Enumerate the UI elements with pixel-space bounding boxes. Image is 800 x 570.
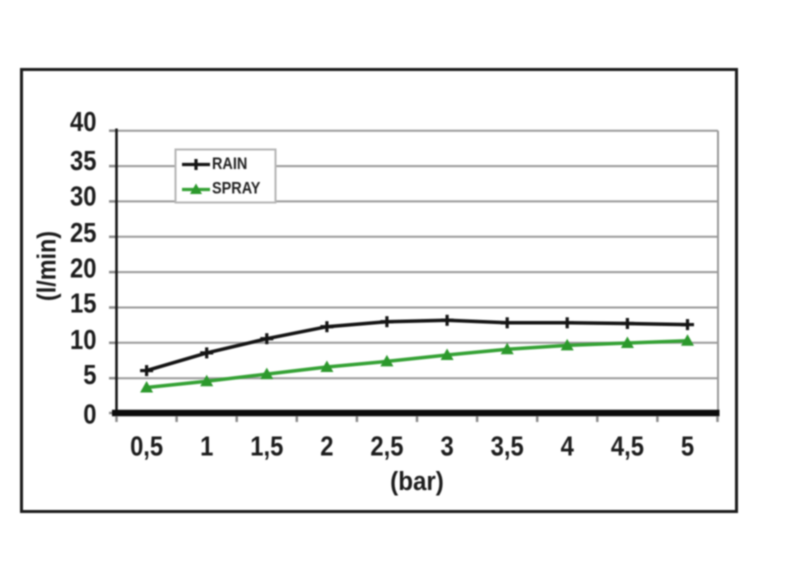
- svg-text:2: 2: [320, 430, 333, 462]
- svg-text:RAIN: RAIN: [212, 155, 247, 173]
- svg-text:15: 15: [70, 287, 96, 319]
- svg-text:25: 25: [70, 216, 96, 248]
- svg-text:0,5: 0,5: [130, 430, 163, 462]
- svg-text:(l/min): (l/min): [33, 231, 61, 301]
- svg-text:20: 20: [70, 252, 96, 284]
- svg-text:4,5: 4,5: [611, 430, 644, 462]
- svg-text:5: 5: [681, 430, 694, 462]
- svg-text:3,5: 3,5: [491, 430, 524, 462]
- svg-text:40: 40: [70, 105, 96, 137]
- svg-text:SPRAY: SPRAY: [212, 179, 261, 197]
- svg-text:1: 1: [200, 430, 213, 462]
- svg-text:35: 35: [70, 144, 96, 176]
- svg-text:5: 5: [83, 358, 96, 390]
- svg-text:1,5: 1,5: [250, 430, 283, 462]
- svg-text:2,5: 2,5: [370, 430, 403, 462]
- svg-text:(bar): (bar): [390, 467, 444, 496]
- svg-text:10: 10: [70, 323, 96, 355]
- svg-text:4: 4: [561, 430, 575, 462]
- svg-text:0: 0: [83, 398, 96, 430]
- svg-text:3: 3: [440, 430, 453, 462]
- svg-text:30: 30: [70, 180, 96, 212]
